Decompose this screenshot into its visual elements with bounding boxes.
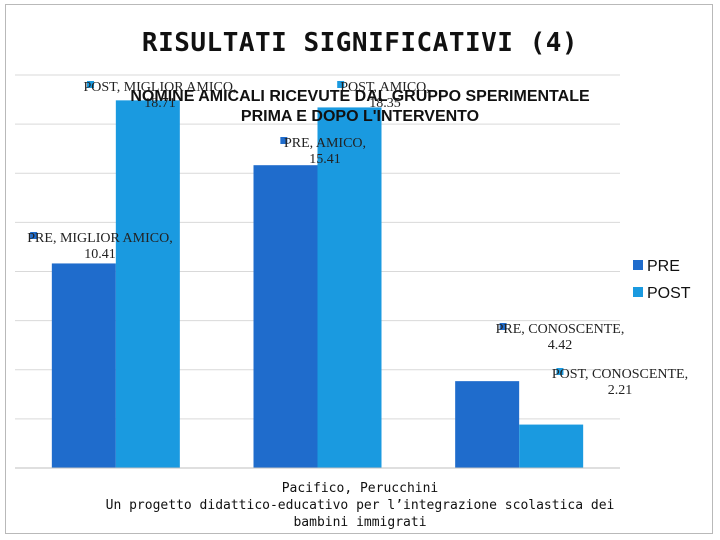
data-label-text: 18.71 <box>144 96 176 111</box>
data-label-marker <box>30 232 38 239</box>
data-label-text: 15.41 <box>309 152 341 167</box>
bar-post-amico <box>317 107 382 469</box>
footer-authors: Pacifico, Perucchini <box>281 481 439 496</box>
data-label-marker <box>280 137 288 144</box>
data-label-text: POST, MIGLIOR AMICO, <box>84 80 237 95</box>
data-label-text: PRE, AMICO, <box>284 136 366 151</box>
slide-frame <box>5 4 713 534</box>
data-label-marker <box>337 81 345 88</box>
data-label-marker <box>87 81 94 88</box>
data-label-marker <box>499 323 507 330</box>
data-label: POST, AMICO,18.35 <box>337 80 430 111</box>
data-label-text: POST, AMICO, <box>340 80 430 95</box>
bar-pre-conoscente <box>455 381 520 468</box>
chart-title: NOMINE AMICALI RICEVUTE DAL GRUPPO SPERI… <box>130 88 590 105</box>
data-label: POST, MIGLIOR AMICO,18.71 <box>84 80 237 111</box>
chart-subtitle: PRIMA E DOPO L'INTERVENTO <box>240 108 480 125</box>
data-label: PRE, CONOSCENTE,4.42 <box>496 322 625 353</box>
data-label: PRE, MIGLIOR AMICO,10.41 <box>27 231 172 262</box>
bar-pre-amico <box>253 165 318 469</box>
bar-post-miglior-amico <box>115 100 180 468</box>
data-label-text: POST, CONOSCENTE, <box>552 367 688 382</box>
legend-label-pre: PRE <box>647 258 680 275</box>
slide-footer: Pacifico, Perucchini Un progetto didatti… <box>0 480 720 531</box>
legend-swatch-pre <box>633 260 643 270</box>
data-label-text: PRE, MIGLIOR AMICO, <box>27 231 172 246</box>
data-label-text: 10.41 <box>84 247 116 262</box>
slide-title: RISULTATI SIGNIFICATIVI (4) <box>141 28 579 58</box>
data-label-text: 4.42 <box>548 338 573 353</box>
legend-swatch-post <box>633 287 643 297</box>
footer-project: Un progetto didattico-educativo per l’in… <box>105 498 615 513</box>
data-label-marker <box>556 368 564 375</box>
data-label-text: PRE, CONOSCENTE, <box>496 322 625 337</box>
bar-post-conoscente <box>519 424 584 468</box>
footer-topic: bambini immigrati <box>293 515 427 530</box>
data-label: PRE, AMICO,15.41 <box>280 136 366 167</box>
data-label-text: 18.35 <box>369 96 401 111</box>
legend-label-post: POST <box>647 285 691 302</box>
data-label: POST, CONOSCENTE,2.21 <box>552 367 688 398</box>
bar-pre-miglior-amico <box>51 263 116 468</box>
data-label-text: 2.21 <box>608 383 633 398</box>
